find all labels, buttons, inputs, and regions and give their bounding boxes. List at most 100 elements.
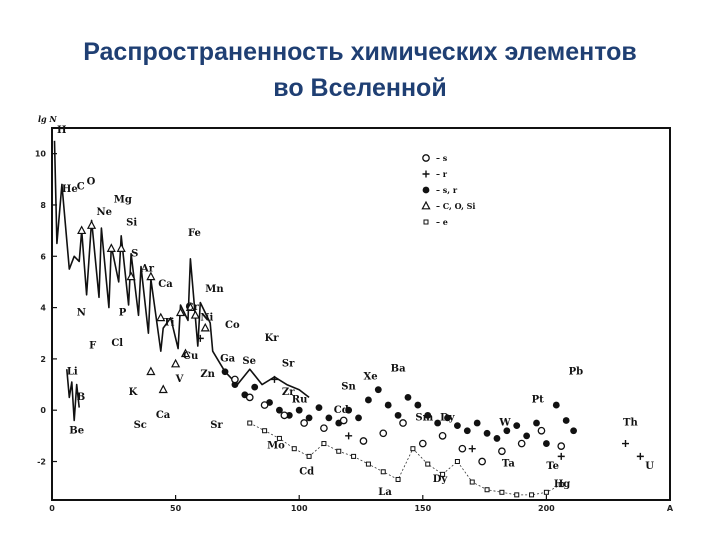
- legend-label: – s, r: [436, 185, 458, 195]
- element-label: H: [57, 125, 66, 136]
- element-label: C: [77, 182, 85, 193]
- data-point-plus: [270, 375, 278, 383]
- element-label: Ca: [156, 410, 171, 421]
- data-point-square: [351, 453, 357, 459]
- element-label: Ta: [502, 459, 515, 470]
- element-label: Mg: [114, 194, 132, 205]
- data-point-filled-circle: [325, 414, 333, 422]
- data-point-open-circle: [339, 416, 348, 425]
- legend-marker-plus: [422, 170, 430, 178]
- element-label: Ba: [391, 364, 406, 375]
- data-point-filled-circle: [374, 386, 382, 394]
- legend-label: – r: [436, 169, 448, 179]
- data-point-open-circle: [537, 426, 546, 435]
- data-point-filled-circle: [503, 427, 511, 435]
- data-point-open-circle: [280, 411, 289, 420]
- data-point-triangle: [171, 358, 181, 368]
- data-point-triangle: [146, 271, 156, 281]
- data-point-filled-circle: [414, 401, 422, 409]
- data-point-triangle: [106, 243, 116, 252]
- data-point-triangle: [77, 225, 87, 235]
- element-label: Ar: [140, 264, 155, 275]
- data-point-filled-circle: [424, 411, 432, 419]
- y-tick-label: -2: [37, 458, 46, 467]
- element-label: Se: [242, 356, 256, 367]
- element-label: K: [129, 387, 138, 398]
- legend-label: – C, O, Si: [436, 201, 475, 211]
- legend-marker-open-circle: [422, 154, 430, 162]
- element-label: U: [645, 461, 654, 472]
- data-point-filled-circle: [295, 406, 303, 414]
- data-point-open-circle: [300, 419, 308, 427]
- data-point-triangle: [156, 312, 166, 322]
- data-point-triangle: [180, 348, 191, 358]
- data-point-open-circle: [478, 457, 486, 466]
- data-point-square: [321, 441, 327, 447]
- element-label: Dy: [433, 474, 449, 485]
- data-point-filled-circle: [543, 440, 550, 447]
- slide-title: Распространенность химических элементов …: [0, 34, 720, 106]
- data-point-square: [529, 492, 535, 498]
- data-point-square: [291, 446, 297, 452]
- data-point-square: [247, 420, 253, 426]
- data-point-filled-circle: [513, 422, 521, 429]
- element-label: Zr: [282, 387, 295, 398]
- abundance-line: [66, 369, 80, 422]
- data-point-filled-circle: [523, 432, 531, 440]
- element-label: Cl: [111, 338, 123, 349]
- data-point-square: [306, 453, 312, 459]
- element-label: Fe: [188, 228, 201, 239]
- element-label: Kr: [265, 333, 280, 344]
- data-point-square: [425, 461, 431, 467]
- x-tick-label: 100: [291, 504, 308, 513]
- x-tick-label: 150: [414, 504, 431, 513]
- data-point-filled-circle: [221, 368, 229, 376]
- title-line-1: Распространенность химических элементов: [83, 38, 637, 66]
- data-point-square: [395, 476, 401, 482]
- element-label: W: [498, 418, 511, 429]
- data-point-open-circle: [379, 429, 388, 438]
- element-label: Li: [67, 366, 78, 377]
- element-label: O: [87, 176, 96, 187]
- data-point-square: [336, 448, 342, 454]
- data-point-triangle: [126, 271, 136, 281]
- data-point-filled-circle: [404, 393, 412, 401]
- legend-marker-triangle: [421, 200, 431, 210]
- element-label: Sm: [415, 412, 433, 423]
- data-point-open-circle: [359, 437, 368, 445]
- x-tick-label: 200: [538, 504, 555, 513]
- data-point-triangle: [158, 384, 168, 394]
- legend-label: – e: [436, 217, 448, 227]
- data-point-triangle: [175, 307, 186, 317]
- data-point-square: [543, 489, 549, 495]
- element-label: Si: [126, 217, 137, 228]
- element-label: Pt: [532, 395, 545, 406]
- element-label: Co: [225, 320, 240, 331]
- x-tick-label: 0: [49, 504, 55, 513]
- data-point-filled-circle: [305, 414, 313, 422]
- element-label: Mo: [267, 441, 285, 452]
- x-tick-label: A: [667, 504, 674, 513]
- data-point-triangle: [190, 310, 200, 319]
- data-point-filled-circle: [570, 427, 577, 435]
- element-label: Ne: [96, 207, 112, 218]
- data-point-triangle: [185, 302, 196, 311]
- data-point-filled-circle: [483, 429, 491, 437]
- element-label: V: [175, 374, 184, 385]
- element-label: Xe: [363, 371, 377, 382]
- element-label: F: [89, 341, 96, 352]
- data-point-filled-circle: [251, 383, 259, 391]
- element-label: P: [119, 307, 127, 318]
- data-point-square: [262, 428, 268, 434]
- data-point-open-circle: [557, 442, 566, 450]
- y-tick-label: 2: [40, 355, 46, 364]
- element-label: Ga: [220, 353, 236, 364]
- element-label: B: [77, 392, 85, 403]
- element-label: Sc: [134, 420, 147, 431]
- legend-label: – s: [436, 153, 448, 163]
- data-point-square: [454, 459, 460, 465]
- x-tick-label: 50: [170, 504, 182, 513]
- data-point-open-circle: [245, 393, 254, 402]
- e-process-line: [249, 422, 562, 496]
- data-point-square: [380, 469, 386, 475]
